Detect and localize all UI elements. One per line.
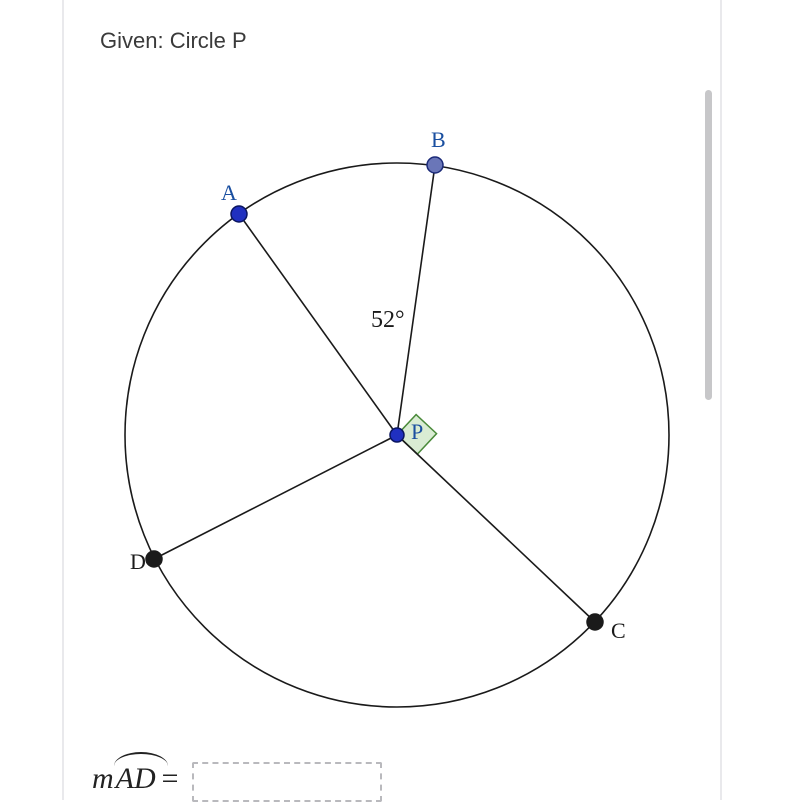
- svg-text:P: P: [411, 419, 423, 444]
- answer-row: mAD=: [92, 756, 382, 796]
- given-text: Given: Circle P: [100, 28, 247, 54]
- circle-diagram: P A B C D 52°: [85, 65, 705, 735]
- diagram-svg: P A B C D 52°: [85, 65, 705, 735]
- answer-input[interactable]: [192, 762, 382, 802]
- svg-text:A: A: [221, 180, 237, 205]
- svg-text:C: C: [611, 618, 626, 643]
- answer-arc-label: AD: [114, 762, 160, 795]
- svg-text:B: B: [431, 127, 446, 152]
- answer-m: m: [92, 762, 114, 795]
- svg-text:D: D: [130, 549, 146, 574]
- scrollbar-thumb[interactable]: [705, 90, 712, 400]
- answer-equals: =: [160, 762, 180, 795]
- answer-expression: mAD=: [92, 756, 180, 796]
- svg-text:52°: 52°: [371, 307, 405, 333]
